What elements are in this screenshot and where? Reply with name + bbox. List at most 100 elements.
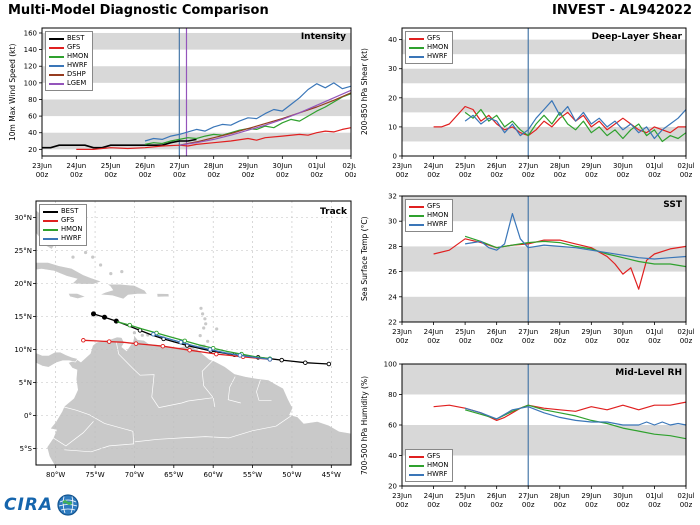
track-marker (81, 338, 86, 343)
x-tick-label: 00z (522, 337, 535, 345)
legend-label: GFS (427, 452, 441, 460)
y-tick-label: 160 (24, 29, 37, 37)
x-tick-label: 23Jun (32, 162, 52, 170)
legend-label: GFS (61, 216, 75, 224)
country-border (158, 397, 214, 408)
plot-frame (41, 27, 352, 157)
legend-line-swatch (49, 73, 64, 76)
track-marker (160, 343, 166, 349)
legend-line-swatch (409, 214, 424, 217)
shaded-band (402, 39, 686, 55)
rh-panel: 20 40 60 80 100 23Jun 00z 24Jun 00z 25Jun 00z 26Jun… (358, 360, 694, 525)
shaded-band (42, 32, 351, 50)
legend-item: HWRF (409, 470, 448, 479)
x-tick-label: 26Jun (487, 492, 507, 500)
legend-label: DSHP (67, 70, 86, 78)
series-line-gfs (76, 127, 352, 150)
legend-label: GFS (427, 202, 441, 210)
legend-line-swatch (409, 205, 424, 208)
x-tick-label: 00z (617, 171, 630, 179)
island (201, 312, 205, 316)
track-marker (182, 338, 188, 344)
x-tick-label: 02Jul (677, 162, 694, 170)
x-tick-label: 25Jun (455, 328, 475, 336)
legend-label: HWRF (427, 470, 448, 478)
x-tick-label: 00z (490, 501, 503, 509)
y-tick-label: 20 (28, 146, 37, 154)
legend-label: BEST (67, 34, 85, 42)
x-tick-label: 25Jun (455, 162, 475, 170)
legend-label: LGEM (67, 79, 87, 87)
series-line-hwrf (464, 100, 687, 140)
path-shape (60, 508, 76, 511)
cira-logo-text: CIRA (4, 495, 54, 515)
shaded-band (402, 97, 686, 113)
x-tick-label: 23Jun (392, 328, 412, 336)
legend-label: HWRF (67, 61, 88, 69)
shear-chart: 01020304023Jun00z24Jun00z25Jun00z26Jun00… (388, 27, 694, 179)
x-tick-label: 00z (396, 171, 409, 179)
x-tick-label: 27Jun (518, 328, 538, 336)
landmass (36, 262, 103, 285)
legend-line-swatch (409, 55, 424, 58)
island (215, 327, 219, 331)
island (203, 317, 207, 321)
x-tick-label: 00z (585, 171, 598, 179)
track-marker (178, 339, 184, 345)
y-tick-label: 120 (24, 63, 37, 71)
x-tick-label: 00z (427, 501, 440, 509)
x-tick-label: 27Jun (518, 492, 538, 500)
legend-line-swatch (43, 237, 58, 240)
shaded-band (42, 99, 351, 117)
x-tick-label: 00z (648, 337, 661, 345)
x-tick-label: 00z (36, 171, 49, 179)
plot-frame (401, 27, 687, 157)
lon-tick-label: 45°W (322, 471, 341, 479)
x-tick-label: 00z (585, 337, 598, 345)
track-marker (267, 357, 273, 362)
y-tick-label: 60 (388, 422, 397, 430)
island (198, 334, 202, 338)
x-tick-label: 00z (104, 171, 117, 179)
legend-line-swatch (409, 464, 424, 467)
sst-legend: GFS HMON HWRF (405, 199, 454, 232)
legend-line-swatch (49, 82, 64, 85)
legend-label: HMON (427, 461, 449, 469)
track-marker (127, 322, 132, 328)
intensity-chart: 2040608010012014016023Jun00z24Jun00z25Ju… (24, 27, 356, 179)
best-position-marker (91, 311, 96, 317)
x-tick-label: 23Jun (392, 492, 412, 500)
x-tick-label: 00z (617, 501, 630, 509)
series-line-hwrf (144, 82, 352, 142)
legend-item: HMON (49, 52, 88, 61)
x-tick-label: 26Jun (135, 162, 155, 170)
x-tick-label: 00z (553, 337, 566, 345)
globe-icon (57, 494, 79, 516)
y-tick-label: 22 (388, 319, 397, 327)
x-tick-label: 00z (276, 171, 289, 179)
country-border (64, 431, 135, 453)
storm-id-title: INVEST - AL942022 (552, 3, 692, 18)
sst-panel: 22 24 26 28 30 32 23Jun 00z 24Jun 00z 25Jun 00z 26Ju… (358, 190, 694, 360)
legend-line-swatch (409, 37, 424, 40)
x-tick-label: 24Jun (424, 328, 444, 336)
series-line-hwrf (464, 406, 687, 426)
series-line-lgem (179, 89, 352, 146)
track-marker (106, 339, 112, 344)
y-tick-label: 20 (388, 483, 397, 491)
lat-tick-label: 15°N (14, 313, 32, 321)
x-tick-label: 30Jun (613, 492, 633, 500)
sst-y-axis-label: Sea Surface Temp (°C) (360, 216, 369, 302)
legend-item: HMON (409, 211, 448, 220)
series-line-hmon (464, 108, 687, 143)
x-tick-label: 26Jun (487, 162, 507, 170)
x-tick-label: 00z (427, 171, 440, 179)
map-layer (36, 201, 351, 465)
track-marker (133, 341, 139, 346)
x-tick-label: 29Jun (581, 492, 601, 500)
x-tick-label: 00z (553, 501, 566, 509)
x-tick-label: 30Jun (613, 162, 633, 170)
x-tick-label: 00z (70, 171, 83, 179)
legend-label: HMON (61, 225, 83, 233)
x-tick-label: 00z (396, 337, 409, 345)
